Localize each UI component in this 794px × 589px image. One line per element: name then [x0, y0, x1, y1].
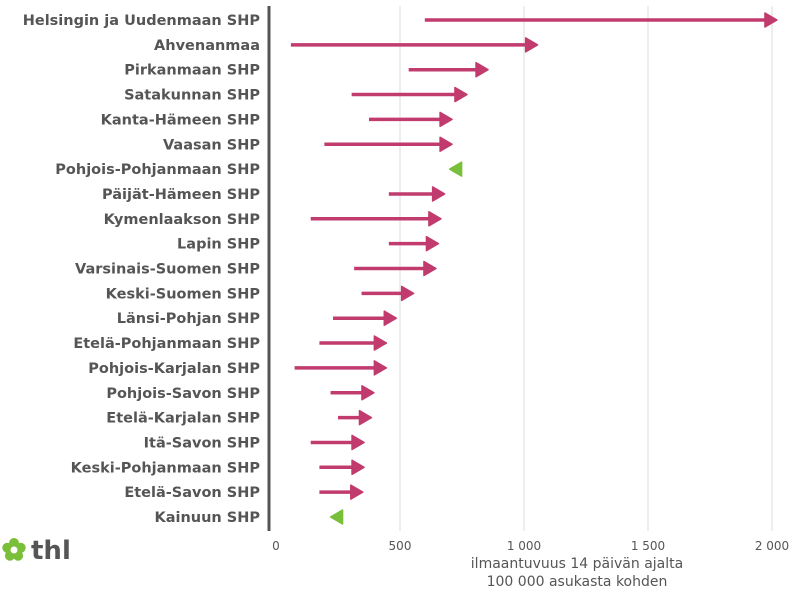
x-tick-label: 2 000 — [755, 539, 789, 553]
category-label: Kanta-Hämeen SHP — [101, 112, 261, 128]
x-tick-label: 1 000 — [507, 539, 541, 553]
arrow-head — [764, 12, 778, 28]
arrow-mark — [329, 509, 344, 525]
arrow-mark — [354, 260, 437, 277]
arrow-head — [428, 211, 442, 227]
arrow-mark — [333, 310, 398, 326]
arrow-head — [524, 37, 539, 53]
category-label: Pirkanmaan SHP — [124, 63, 260, 79]
gridlines — [399, 6, 773, 531]
arrow-series — [290, 12, 778, 525]
arrow-head — [373, 335, 388, 351]
arrow-mark — [424, 12, 778, 28]
x-tick-label: 0 — [272, 539, 280, 553]
arrow-head — [329, 509, 344, 525]
category-label: Länsi-Pohjan SHP — [117, 311, 261, 327]
arrow-head — [373, 360, 388, 376]
x-tick-label: 1 500 — [631, 539, 665, 553]
flower-icon — [2, 538, 26, 561]
arrow-mark — [351, 86, 468, 103]
arrow-head — [351, 459, 365, 476]
category-label: Helsingin ja Uudenmaan SHP — [23, 13, 261, 29]
arrow-head — [351, 434, 365, 451]
arrow-head — [361, 385, 375, 401]
arrow-mark — [310, 434, 365, 451]
arrow-head — [431, 186, 446, 202]
arrow-mark — [388, 186, 446, 202]
logo-text: thl — [31, 536, 71, 566]
category-label: Kymenlaakson SHP — [104, 212, 261, 228]
category-label: Ahvenanmaa — [154, 38, 260, 54]
category-label: Päijät-Hämeen SHP — [102, 187, 260, 203]
arrow-head — [425, 235, 440, 252]
category-label: Itä-Savon SHP — [144, 435, 261, 451]
category-label: Varsinais-Suomen SHP — [75, 262, 260, 278]
arrow-mark — [324, 136, 453, 152]
arrow-mark — [361, 285, 415, 302]
arrow-head — [448, 161, 463, 177]
category-label: Kainuun SHP — [154, 510, 260, 526]
category-label: Pohjois-Pohjanmaan SHP — [55, 162, 260, 178]
arrow-mark — [408, 61, 489, 78]
category-label: Pohjois-Karjalan SHP — [88, 361, 260, 377]
arrow-mark — [330, 385, 375, 401]
arrow-head — [454, 86, 468, 103]
arrow-mark — [319, 484, 364, 500]
category-label: Keski-Suomen SHP — [106, 286, 261, 302]
category-label: Vaasan SHP — [163, 137, 260, 153]
category-label: Satakunnan SHP — [124, 88, 260, 104]
category-label: Lapin SHP — [177, 237, 260, 253]
arrow-head — [475, 61, 489, 78]
arrow-mark — [290, 37, 539, 53]
x-axis-title-line-1: ilmaantuvuus 14 päivän ajalta — [471, 556, 683, 572]
arrow-head — [439, 136, 453, 152]
category-label: Keski-Pohjanmaan SHP — [71, 460, 261, 476]
category-label: Etelä-Karjalan SHP — [106, 411, 260, 427]
thl-logo: thl — [2, 536, 71, 566]
arrow-mark — [388, 235, 440, 252]
category-label: Etelä-Savon SHP — [124, 485, 260, 501]
arrow-mark — [310, 211, 442, 227]
x-tick-labels: 0 500 1 000 1 500 2 000 — [272, 539, 789, 553]
arrow-mark — [369, 111, 453, 128]
arrow-mark — [294, 360, 388, 376]
arrow-head — [383, 310, 398, 326]
arrow-mark — [319, 459, 365, 476]
arrow-head — [400, 285, 415, 302]
category-label: Pohjois-Savon SHP — [106, 386, 260, 402]
x-axis-title-line-2: 100 000 asukasta kohden — [487, 574, 668, 589]
arrow-head — [423, 260, 437, 277]
arrow-head — [439, 111, 453, 128]
arrow-mark — [319, 335, 388, 351]
arrow-head — [358, 409, 373, 426]
category-labels: Helsingin ja Uudenmaan SHP Ahvenanmaa Pirk… — [23, 13, 261, 526]
arrow-head — [350, 484, 364, 500]
arrow-mark — [338, 409, 373, 426]
category-label: Etelä-Pohjanmaan SHP — [73, 336, 260, 352]
arrow-mark — [448, 161, 463, 177]
x-tick-label: 500 — [389, 539, 412, 553]
